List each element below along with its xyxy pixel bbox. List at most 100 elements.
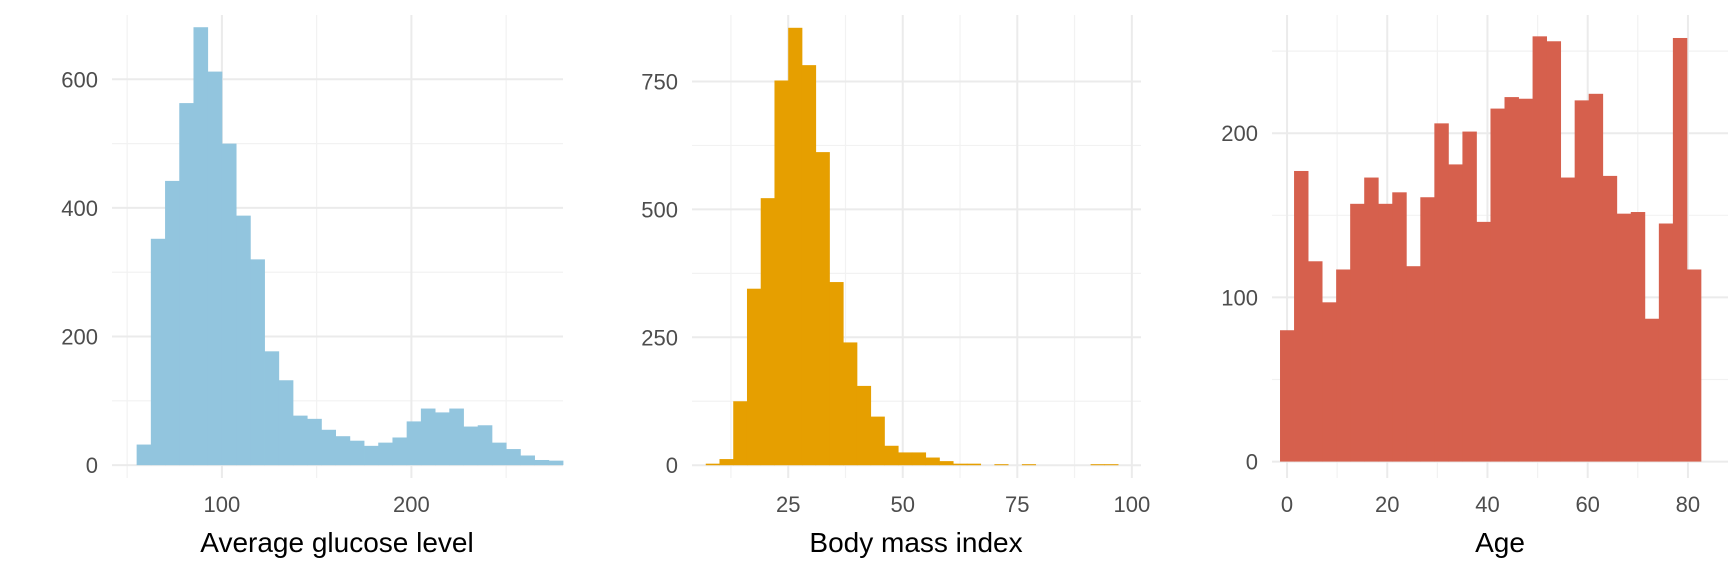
- glucose-histogram-bar: [250, 259, 265, 466]
- age-histogram-bar: [1518, 98, 1533, 462]
- age-histogram-bar: [1364, 177, 1379, 462]
- glucose-x-axis-title: Average glucose level: [200, 527, 473, 558]
- age-histogram-panel: Age 0 20 40 60 80 0 100 200: [1221, 15, 1728, 558]
- glucose-histogram-bar: [278, 380, 294, 466]
- glucose-histogram-bar: [349, 440, 365, 466]
- bmi-x-tick-label: 75: [1005, 492, 1029, 517]
- age-histogram-bar: [1574, 100, 1590, 462]
- age-histogram-bar: [1504, 97, 1519, 462]
- age-histogram-bar: [1308, 261, 1323, 462]
- age-histogram-bar: [1420, 197, 1435, 462]
- age-histogram-bar: [1434, 123, 1449, 462]
- bmi-tick-labels: 25 50 75 100 0 250 500 750: [641, 70, 1150, 517]
- age-histogram-bar: [1588, 93, 1604, 462]
- age-histogram-bar: [1322, 302, 1337, 462]
- bmi-x-tick-label: 50: [891, 492, 915, 517]
- glucose-histogram-bar: [150, 238, 166, 466]
- glucose-histogram-bar: [321, 429, 337, 466]
- bmi-histogram-bar: [994, 464, 1009, 466]
- bmi-y-tick-label: 750: [641, 70, 678, 95]
- glucose-histogram-bar: [193, 27, 209, 466]
- age-histogram-bar: [1532, 36, 1548, 462]
- age-histogram-bar: [1448, 164, 1463, 462]
- glucose-histogram-bar: [364, 445, 379, 466]
- bmi-x-axis-title: Body mass index: [809, 527, 1022, 558]
- bmi-histogram-bar: [815, 152, 830, 466]
- glucose-histogram-bar: [392, 437, 408, 466]
- age-histogram-bar: [1476, 221, 1491, 462]
- glucose-histogram-bar: [307, 418, 322, 466]
- age-histogram-bar: [1602, 175, 1618, 462]
- glucose-histogram-panel: Average glucose level 100 200 0 200 400 600: [61, 15, 564, 558]
- age-x-tick-label: 80: [1676, 492, 1700, 517]
- bmi-histogram-bar: [1021, 464, 1037, 466]
- glucose-histogram-bar: [179, 103, 194, 466]
- glucose-histogram-bar: [477, 425, 493, 466]
- bmi-y-tick-label: 250: [641, 325, 678, 350]
- glucose-histogram-bar: [420, 408, 436, 466]
- age-histogram-bar: [1490, 108, 1505, 462]
- glucose-y-tick-label: 600: [61, 67, 98, 92]
- bmi-histogram-bar: [911, 452, 927, 466]
- glucose-histogram-bar: [207, 71, 223, 466]
- bmi-x-tick-label: 25: [776, 492, 800, 517]
- bmi-histogram-bar: [1090, 464, 1105, 466]
- age-histogram-bar: [1392, 192, 1407, 462]
- bmi-histogram-bar: [953, 463, 968, 466]
- glucose-y-tick-label: 0: [86, 453, 98, 478]
- age-histogram-bar: [1294, 170, 1309, 462]
- glucose-histogram-bar: [491, 442, 507, 466]
- glucose-histogram-bar: [534, 459, 550, 466]
- bmi-histogram-bar: [884, 445, 899, 466]
- age-histogram-bar: [1560, 177, 1576, 462]
- bmi-histogram-bar: [870, 416, 885, 466]
- age-histogram-bar: [1280, 330, 1295, 462]
- glucose-histogram-bar: [520, 455, 535, 466]
- bmi-histogram-bar: [843, 342, 858, 466]
- age-y-tick-label: 0: [1246, 450, 1258, 475]
- age-histogram-bar: [1672, 37, 1688, 462]
- glucose-histogram-bar: [449, 408, 464, 466]
- bmi-histogram-panel: Body mass index 25 50 75 100 0 250 500 750: [641, 15, 1150, 558]
- glucose-histogram-bar: [165, 180, 180, 466]
- glucose-histogram-bar: [548, 460, 564, 466]
- bmi-bars: [705, 27, 1119, 466]
- age-histogram-bar: [1378, 203, 1393, 462]
- glucose-y-tick-label: 200: [61, 325, 98, 350]
- age-histogram-bar: [1546, 41, 1562, 462]
- age-histogram-bar: [1630, 212, 1646, 462]
- glucose-histogram-bar: [292, 415, 308, 466]
- bmi-y-tick-label: 0: [666, 453, 678, 478]
- glucose-x-tick-label: 200: [393, 492, 430, 517]
- age-tick-labels: 0 20 40 60 80 0 100 200: [1221, 121, 1700, 517]
- age-histogram-bar: [1658, 223, 1674, 462]
- age-histogram-bar: [1644, 318, 1660, 462]
- glucose-histogram-bar: [378, 442, 393, 466]
- bmi-y-tick-label: 500: [641, 197, 678, 222]
- bmi-histogram-bar: [1104, 464, 1119, 466]
- glucose-histogram-bar: [264, 351, 280, 466]
- age-x-tick-label: 40: [1475, 492, 1499, 517]
- age-histogram-bar: [1462, 131, 1477, 462]
- bmi-histogram-bar: [939, 461, 954, 466]
- age-histogram-bar: [1350, 203, 1365, 462]
- age-bars: [1280, 36, 1702, 462]
- bmi-histogram-bar: [801, 65, 817, 466]
- bmi-histogram-bar: [829, 282, 844, 466]
- glucose-histogram-bar: [236, 215, 251, 466]
- bmi-histogram-bar: [856, 385, 872, 466]
- age-x-tick-label: 0: [1281, 492, 1293, 517]
- glucose-histogram-bar: [221, 143, 237, 466]
- glucose-tick-labels: 100 200 0 200 400 600: [61, 67, 429, 517]
- age-y-tick-label: 100: [1221, 285, 1258, 310]
- bmi-histogram-bar: [760, 198, 775, 466]
- age-x-tick-label: 60: [1575, 492, 1599, 517]
- bmi-x-tick-label: 100: [1113, 492, 1150, 517]
- bmi-histogram-bar: [733, 401, 748, 466]
- bmi-histogram-bar: [746, 288, 762, 466]
- bmi-histogram-bar: [925, 457, 940, 466]
- age-histogram-bar: [1336, 269, 1351, 462]
- glucose-x-tick-label: 100: [204, 492, 241, 517]
- age-histogram-bar: [1686, 269, 1702, 462]
